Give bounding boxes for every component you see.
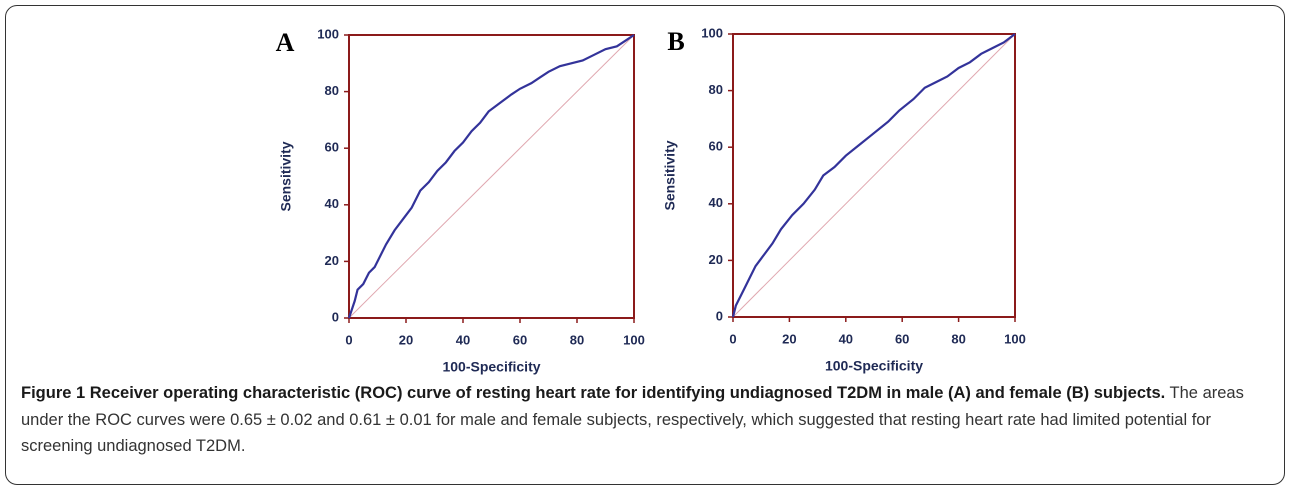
y-tick-label: 80 xyxy=(709,82,723,97)
x-tick-label: 20 xyxy=(782,331,796,346)
caption-title: Figure 1 Receiver operating characterist… xyxy=(21,384,1166,402)
y-tick-label: 40 xyxy=(325,196,339,211)
chart: A 0 20 40 60 80 100 0 20 40 60 80 100 100-Specificity… xyxy=(276,25,1026,375)
y-axis-label: Sensitivity xyxy=(662,140,678,210)
roc-curve xyxy=(731,33,1016,318)
caption-text: The areas under the ROC curves were 0.65… xyxy=(21,384,1244,455)
y-tick-label: 40 xyxy=(709,195,723,210)
caption: Figure 1 Receiver operating characterist… xyxy=(21,380,1271,460)
roc-curve xyxy=(347,34,635,319)
x-tick-label: 40 xyxy=(456,332,470,347)
y-tick-label: 60 xyxy=(325,140,339,155)
plot-frame xyxy=(348,34,635,319)
x-axis-label: 100-Specificity xyxy=(825,358,923,374)
x-tick-label: 60 xyxy=(513,332,527,347)
panel-label: A xyxy=(276,28,295,57)
x-tick-label: 100 xyxy=(1004,331,1026,346)
x-tick-label: 60 xyxy=(895,331,909,346)
x-axis-label: 100-Specificity xyxy=(442,359,540,375)
y-tick-label: 0 xyxy=(332,309,339,324)
reference-line xyxy=(732,33,1016,318)
x-tick-label: 0 xyxy=(729,331,736,346)
x-tick-label: 80 xyxy=(570,332,584,347)
x-tick-label: 40 xyxy=(839,331,853,346)
y-axis-label: Sensitivity xyxy=(278,141,294,211)
x-tick-label: 80 xyxy=(951,331,965,346)
y-tick-label: 20 xyxy=(709,252,723,267)
x-tick-label: 20 xyxy=(399,332,413,347)
y-tick-label: 80 xyxy=(325,83,339,98)
y-tick-label: 100 xyxy=(317,26,339,41)
y-tick-label: 0 xyxy=(716,308,723,323)
y-tick-label: 60 xyxy=(709,139,723,154)
page: {"chart_data": [ {"type": "line", "panel… xyxy=(5,5,1285,485)
reference-line xyxy=(348,34,635,319)
plot-frame xyxy=(732,33,1016,318)
panel-label: B xyxy=(667,27,684,56)
x-tick-label: 100 xyxy=(623,332,645,347)
y-tick-label: 20 xyxy=(325,253,339,268)
x-tick-label: 0 xyxy=(345,332,352,347)
y-tick-label: 100 xyxy=(701,25,723,40)
